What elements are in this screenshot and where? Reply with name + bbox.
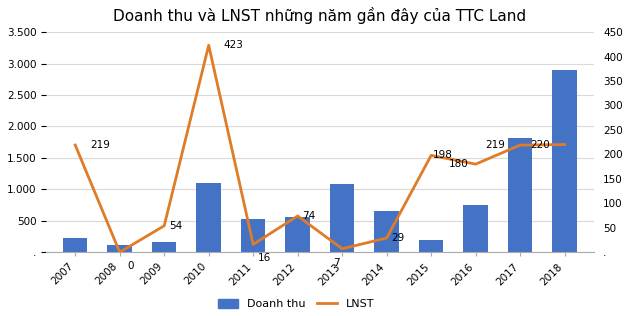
Bar bbox=[508, 138, 532, 252]
Bar bbox=[63, 238, 88, 252]
Bar bbox=[285, 217, 310, 252]
Bar bbox=[241, 219, 265, 252]
Text: 7: 7 bbox=[333, 258, 340, 268]
Text: 29: 29 bbox=[391, 233, 404, 243]
Text: 180: 180 bbox=[449, 159, 469, 169]
Bar bbox=[152, 242, 176, 252]
Text: 219: 219 bbox=[485, 140, 505, 150]
Bar bbox=[330, 184, 355, 252]
Text: 54: 54 bbox=[169, 221, 182, 231]
Bar bbox=[553, 70, 577, 252]
Text: 0: 0 bbox=[127, 261, 134, 271]
Text: 74: 74 bbox=[302, 211, 316, 221]
Text: 198: 198 bbox=[432, 150, 452, 160]
Text: 220: 220 bbox=[530, 140, 549, 149]
Bar bbox=[108, 245, 132, 252]
Bar bbox=[374, 211, 399, 252]
Bar bbox=[197, 183, 221, 252]
Text: 16: 16 bbox=[258, 253, 271, 263]
Text: 423: 423 bbox=[224, 40, 244, 50]
Bar bbox=[419, 240, 444, 252]
Title: Doanh thu và LNST những năm gần đây của TTC Land: Doanh thu và LNST những năm gần đây của … bbox=[113, 7, 527, 24]
Bar bbox=[464, 205, 488, 252]
Text: 219: 219 bbox=[90, 140, 110, 150]
Legend: Doanh thu, LNST: Doanh thu, LNST bbox=[214, 294, 379, 313]
